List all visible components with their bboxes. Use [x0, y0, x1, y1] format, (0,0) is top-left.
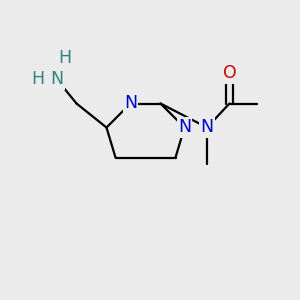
Text: O: O [223, 64, 236, 82]
Text: H: H [58, 50, 71, 68]
Text: N: N [178, 118, 191, 136]
Text: N: N [200, 118, 214, 136]
Text: N: N [50, 70, 64, 88]
Text: H: H [31, 70, 44, 88]
Text: N: N [124, 94, 137, 112]
